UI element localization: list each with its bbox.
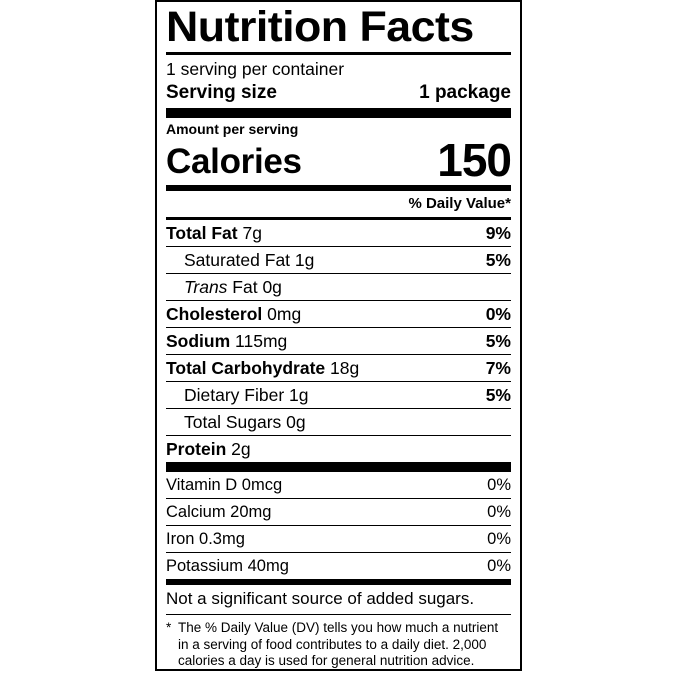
nutrient-amount-trans-fat: Fat 0g [227, 276, 282, 297]
divider-row [166, 246, 511, 247]
vitamin-pct-iron: 0% [487, 530, 511, 548]
divider-under-title [166, 52, 511, 55]
nutrient-name-trans-fat-group: Trans Fat 0g [184, 277, 282, 298]
nutrient-name-trans-italic: Trans [184, 276, 228, 297]
divider-row [166, 498, 511, 499]
calories-row: Calories 150 [166, 134, 512, 186]
divider-row [166, 381, 511, 382]
nutrient-row-total-sugars: Total Sugars 0g [166, 409, 511, 435]
nutrient-name-total-fat: Total Fat [166, 222, 238, 243]
serving-size-value: 1 package [419, 82, 511, 103]
nutrient-name-total-carbohydrate: Total Carbohydrate [166, 357, 326, 378]
vitamin-pct-calcium: 0% [487, 503, 511, 521]
vitamin-row-vitamin-d: Vitamin D 0mcg 0% [166, 472, 511, 498]
nutrient-pct-cholesterol: 0% [485, 303, 511, 324]
divider-row [166, 435, 511, 436]
nutrition-facts-label: Nutrition Facts 1 serving per container … [155, 0, 522, 671]
servings-per-container: 1 serving per container [166, 59, 345, 79]
nutrient-amount-total-carbohydrate: 18g [330, 357, 360, 378]
divider-medium-above-note [166, 579, 511, 585]
vitamin-row-potassium: Potassium 40mg 0% [166, 553, 511, 579]
vitamin-name-iron: Iron 0.3mg [166, 530, 245, 548]
nutrient-row-saturated-fat: Saturated Fat 1g 5% [166, 247, 511, 273]
nutrient-name-protein-group: Protein 2g [166, 439, 251, 460]
nutrient-pct-total-carbohydrate: 7% [485, 357, 511, 378]
divider-row [166, 525, 511, 526]
nutrient-name-dietary-fiber: Dietary Fiber 1g [184, 384, 309, 405]
vitamin-row-iron: Iron 0.3mg 0% [166, 526, 511, 552]
divider-row [166, 552, 511, 553]
nutrient-row-trans-fat: Trans Fat 0g [166, 274, 511, 300]
divider-row [166, 300, 511, 301]
divider-row [166, 273, 511, 274]
nutrient-name-sodium-group: Sodium 115mg [166, 331, 287, 352]
nutrient-row-cholesterol: Cholesterol 0mg 0% [166, 301, 511, 327]
nutrient-name-sodium: Sodium [166, 330, 231, 351]
nutrient-name-cholesterol: Cholesterol [166, 303, 263, 324]
nutrient-amount-total-fat: 7g [242, 222, 262, 243]
nutrient-name-carb-group: Total Carbohydrate 18g [166, 358, 359, 379]
daily-value-header: % Daily Value* [408, 195, 511, 212]
daily-value-footnote: * The % Daily Value (DV) tells you how m… [166, 615, 511, 669]
serving-size-row: Serving size 1 package [166, 81, 511, 108]
nutrient-row-sodium: Sodium 115mg 5% [166, 328, 511, 354]
footnote-asterisk: * [166, 620, 172, 635]
footnote-text: The % Daily Value (DV) tells you how muc… [178, 620, 499, 668]
nutrient-amount-protein: 2g [231, 438, 251, 459]
label-title: Nutrition Facts [166, 3, 474, 51]
nutrient-row-total-carbohydrate: Total Carbohydrate 18g 7% [166, 355, 511, 381]
divider-under-dv-header [166, 217, 511, 220]
serving-size-label: Serving size [166, 82, 277, 103]
not-significant-source-note: Not a significant source of added sugars… [166, 589, 475, 608]
vitamin-row-calcium: Calcium 20mg 0% [166, 499, 511, 525]
nutrient-amount-cholesterol: 0mg [267, 303, 302, 324]
divider-row [166, 354, 511, 355]
nutrient-row-protein: Protein 2g [166, 436, 511, 462]
nutrient-pct-sodium: 5% [485, 330, 511, 351]
nutrient-amount-sodium: 115mg [235, 330, 288, 351]
nutrient-name-total-sugars: Total Sugars 0g [184, 411, 306, 432]
nutrient-pct-saturated-fat: 5% [485, 249, 511, 270]
calories-label: Calories [166, 142, 302, 181]
nutrient-name-saturated-fat: Saturated Fat 1g [184, 249, 315, 270]
vitamin-name-potassium: Potassium 40mg [166, 557, 289, 575]
nutrient-row-total-fat: Total Fat 7g 9% [166, 220, 511, 246]
divider-above-footnote [166, 614, 511, 615]
nutrient-row-dietary-fiber: Dietary Fiber 1g 5% [166, 382, 511, 408]
divider-thick-above-vitamins [166, 462, 511, 472]
nutrient-name-cholesterol-group: Cholesterol 0mg [166, 304, 301, 325]
vitamin-name-calcium: Calcium 20mg [166, 503, 272, 521]
calories-value: 150 [437, 134, 512, 186]
divider-row [166, 408, 511, 409]
vitamin-pct-potassium: 0% [487, 557, 511, 575]
vitamin-pct-vitamin-d: 0% [487, 476, 511, 494]
nutrient-name-total-fat-group: Total Fat 7g [166, 223, 262, 244]
amount-per-serving-label: Amount per serving [166, 121, 299, 137]
divider-medium-below-calories [166, 185, 511, 191]
divider-thick-above-calories [166, 108, 511, 118]
divider-row [166, 327, 511, 328]
nutrient-pct-total-fat: 9% [485, 222, 511, 243]
vitamin-name-vitamin-d: Vitamin D 0mcg [166, 476, 283, 494]
nutrient-name-protein: Protein [166, 438, 227, 459]
nutrient-pct-dietary-fiber: 5% [485, 384, 511, 405]
